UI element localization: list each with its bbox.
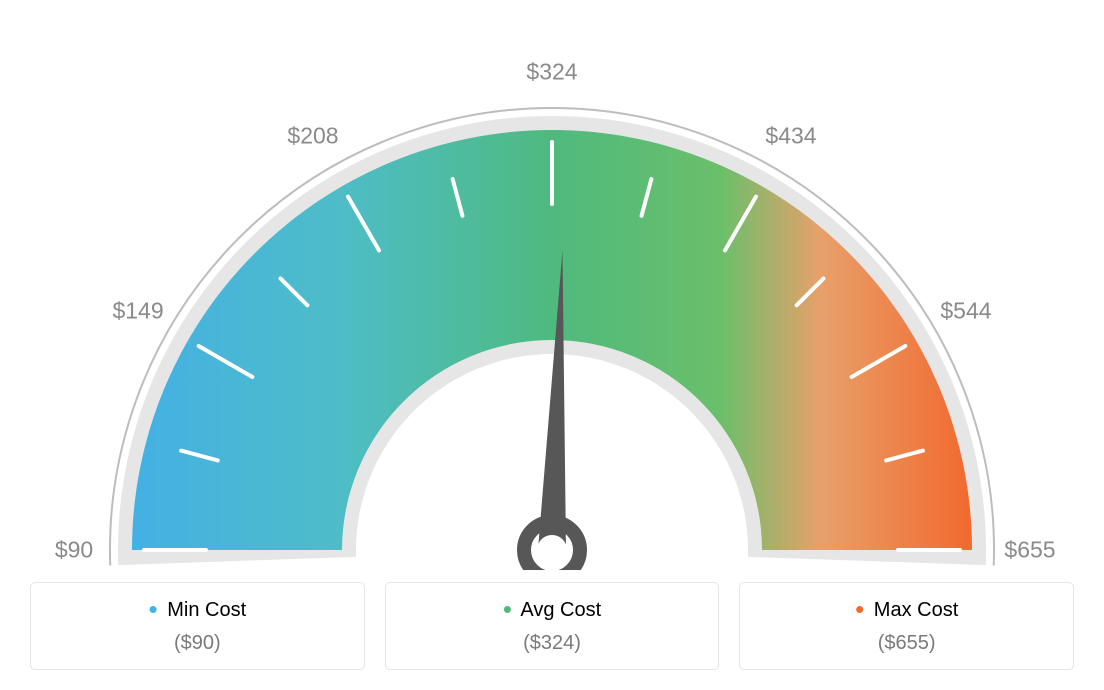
legend-card-min: • Min Cost ($90) (30, 582, 365, 670)
dot-icon: • (149, 594, 158, 624)
gauge-tick-label: $149 (112, 298, 163, 325)
gauge-svg (0, 10, 1104, 570)
gauge-tick-label: $655 (1004, 537, 1055, 564)
gauge-tick-label: $90 (55, 537, 93, 564)
gauge-tick-label: $434 (765, 123, 816, 150)
legend-label: Avg Cost (520, 599, 601, 621)
legend-value-avg: ($324) (396, 632, 709, 655)
legend-title-min: • Min Cost (41, 599, 354, 622)
legend-value-max: ($655) (750, 632, 1063, 655)
gauge-chart: $90 $149 $208 $324 $434 $544 $655 (0, 10, 1104, 570)
legend-label: Max Cost (874, 599, 958, 621)
legend-card-avg: • Avg Cost ($324) (385, 582, 720, 670)
legend-value-min: ($90) (41, 632, 354, 655)
legend-label: Min Cost (167, 599, 246, 621)
gauge-tick-label: $208 (287, 123, 338, 150)
legend-card-max: • Max Cost ($655) (739, 582, 1074, 670)
gauge-tick-label: $324 (526, 59, 577, 86)
gauge-tick-label: $544 (940, 298, 991, 325)
legend-title-avg: • Avg Cost (396, 599, 709, 622)
dot-icon: • (503, 594, 512, 624)
legend-row: • Min Cost ($90) • Avg Cost ($324) • Max… (30, 582, 1074, 670)
dot-icon: • (855, 594, 864, 624)
cost-gauge-widget: $90 $149 $208 $324 $434 $544 $655 • Min Cost (… (0, 0, 1104, 690)
legend-title-max: • Max Cost (750, 599, 1063, 622)
